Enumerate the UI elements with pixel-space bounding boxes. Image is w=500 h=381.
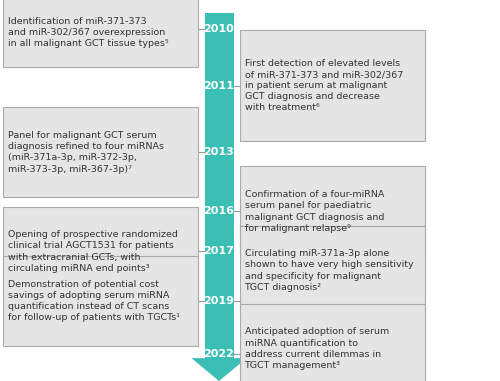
Text: Demonstration of potential cost
savings of adopting serum miRNA
quantification i: Demonstration of potential cost savings …	[8, 280, 180, 322]
Bar	[204, 13, 234, 360]
FancyBboxPatch shape	[4, 0, 198, 67]
FancyBboxPatch shape	[240, 30, 424, 141]
Text: Identification of miR-371-373
and miR-302/367 overexpression
in all malignant GC: Identification of miR-371-373 and miR-30…	[8, 17, 169, 48]
Text: Panel for malignant GCT serum
diagnosis refined to four miRNAs
(miR-371a-3p, miR: Panel for malignant GCT serum diagnosis …	[8, 131, 164, 174]
Polygon shape	[192, 358, 246, 381]
Text: 2017: 2017	[204, 247, 234, 256]
FancyBboxPatch shape	[4, 107, 198, 197]
Text: First detection of elevated levels
of miR-371-373 and miR-302/367
in patient ser: First detection of elevated levels of mi…	[244, 59, 403, 112]
FancyBboxPatch shape	[240, 304, 424, 381]
Text: Confirmation of a four-miRNA
serum panel for paediatric
malignant GCT diagnosis : Confirmation of a four-miRNA serum panel…	[244, 190, 384, 233]
Text: Circulating miR-371a-3p alone
shown to have very high sensitivity
and specificit: Circulating miR-371a-3p alone shown to h…	[244, 249, 413, 292]
Text: 2013: 2013	[204, 147, 234, 157]
Text: 2022: 2022	[204, 349, 234, 359]
FancyBboxPatch shape	[4, 207, 198, 296]
Text: 2010: 2010	[204, 24, 234, 34]
Text: 2011: 2011	[204, 81, 234, 91]
Text: Anticipated adoption of serum
miRNA quantification to
address current dilemmas i: Anticipated adoption of serum miRNA quan…	[244, 327, 389, 370]
FancyBboxPatch shape	[240, 166, 424, 256]
FancyBboxPatch shape	[240, 226, 424, 315]
Text: 2019: 2019	[204, 296, 234, 306]
FancyBboxPatch shape	[4, 256, 198, 346]
Text: 2016: 2016	[204, 207, 234, 216]
Text: Opening of prospective randomized
clinical trial AGCT1531 for patients
with extr: Opening of prospective randomized clinic…	[8, 230, 178, 273]
